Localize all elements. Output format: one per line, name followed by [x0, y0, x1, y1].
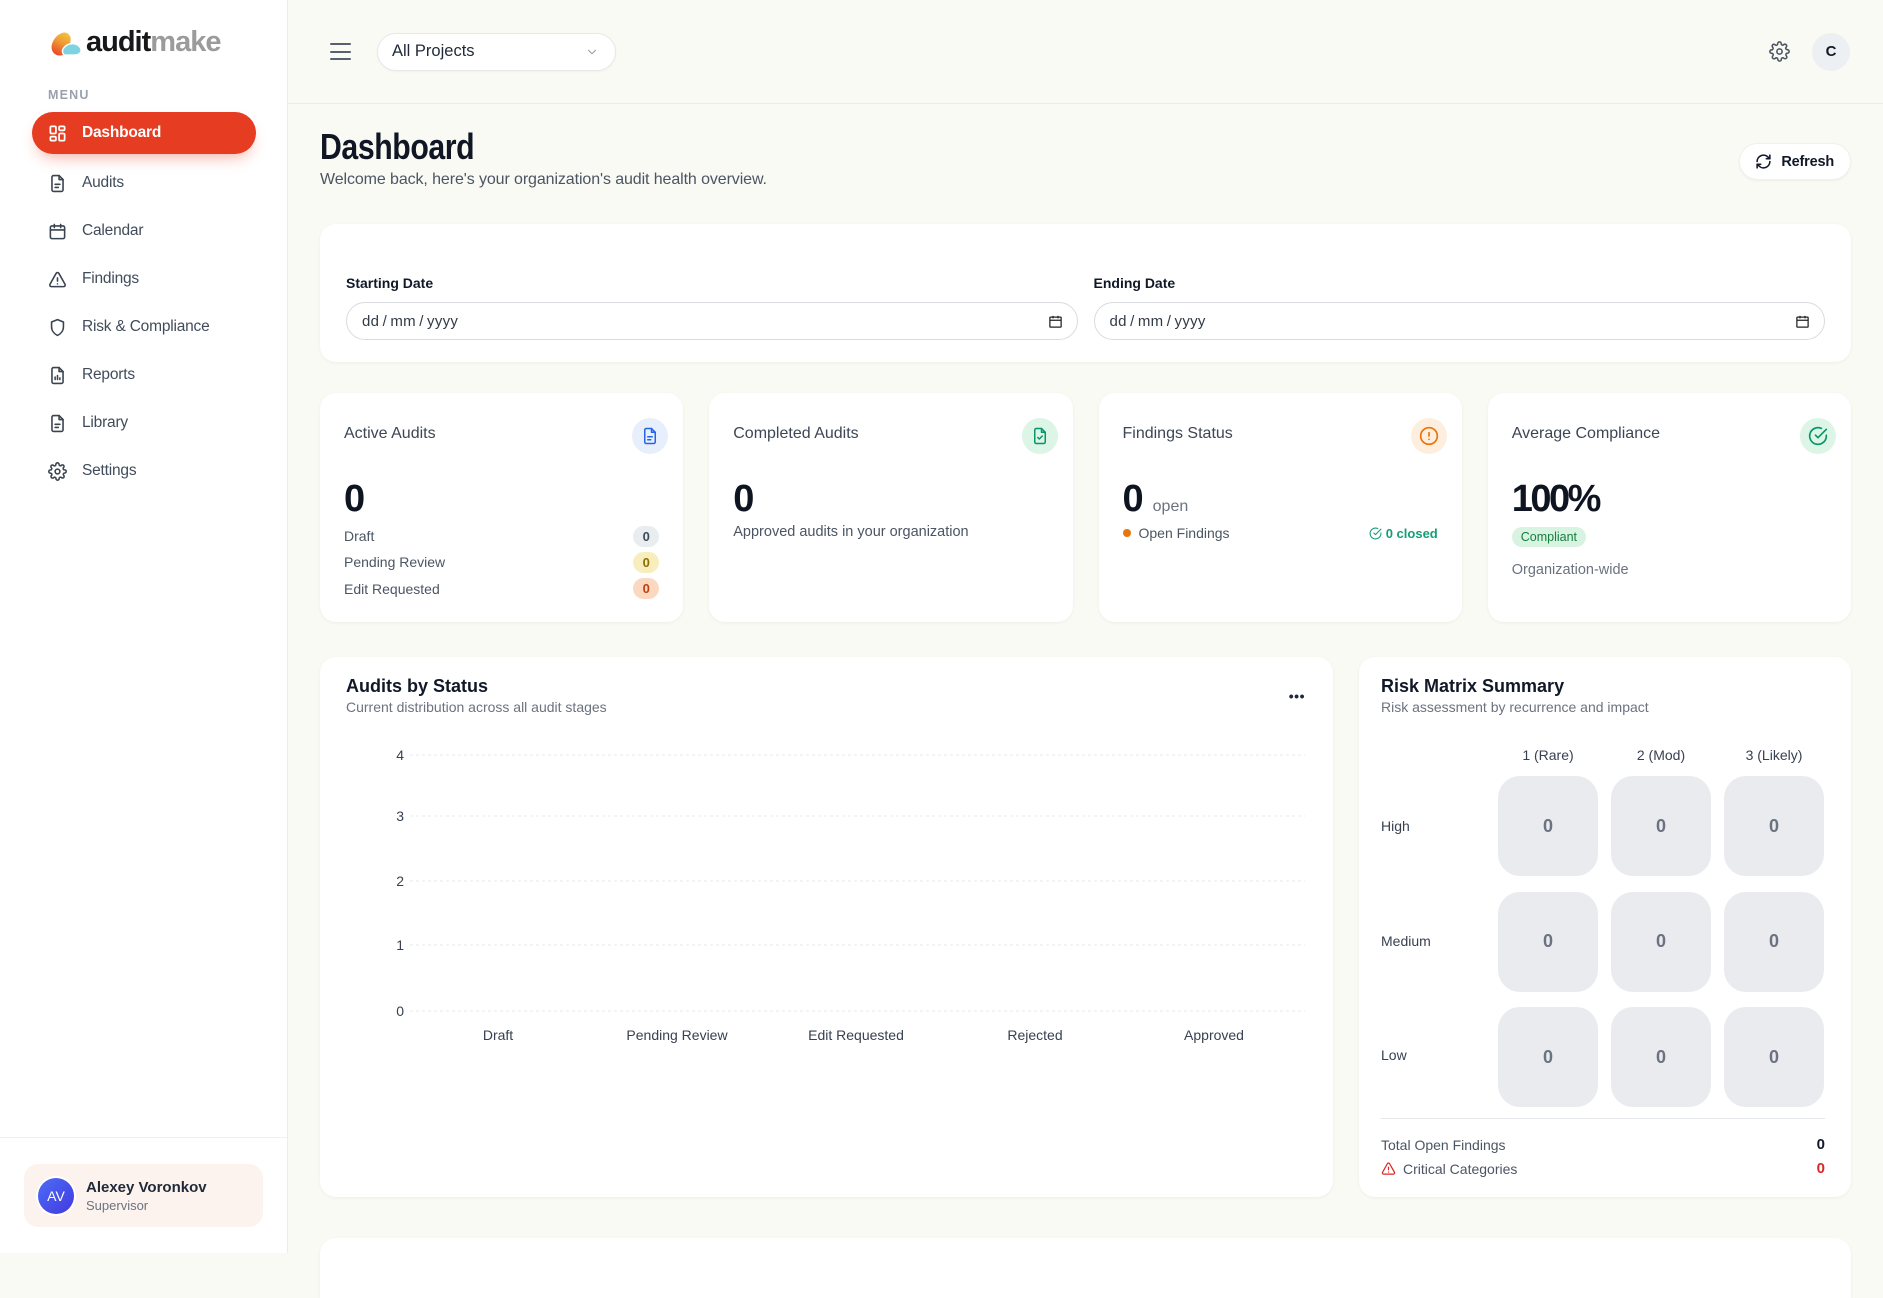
svg-text:Draft: Draft: [483, 1027, 513, 1043]
svg-text:Pending Review: Pending Review: [626, 1027, 728, 1043]
svg-text:1: 1: [396, 937, 404, 953]
svg-text:0: 0: [396, 1003, 404, 1019]
svg-text:Approved: Approved: [1184, 1027, 1244, 1043]
svg-text:Rejected: Rejected: [1007, 1027, 1062, 1043]
svg-text:Edit Requested: Edit Requested: [808, 1027, 904, 1043]
svg-text:3: 3: [396, 808, 404, 824]
svg-text:2: 2: [396, 873, 404, 889]
svg-text:4: 4: [396, 747, 404, 763]
